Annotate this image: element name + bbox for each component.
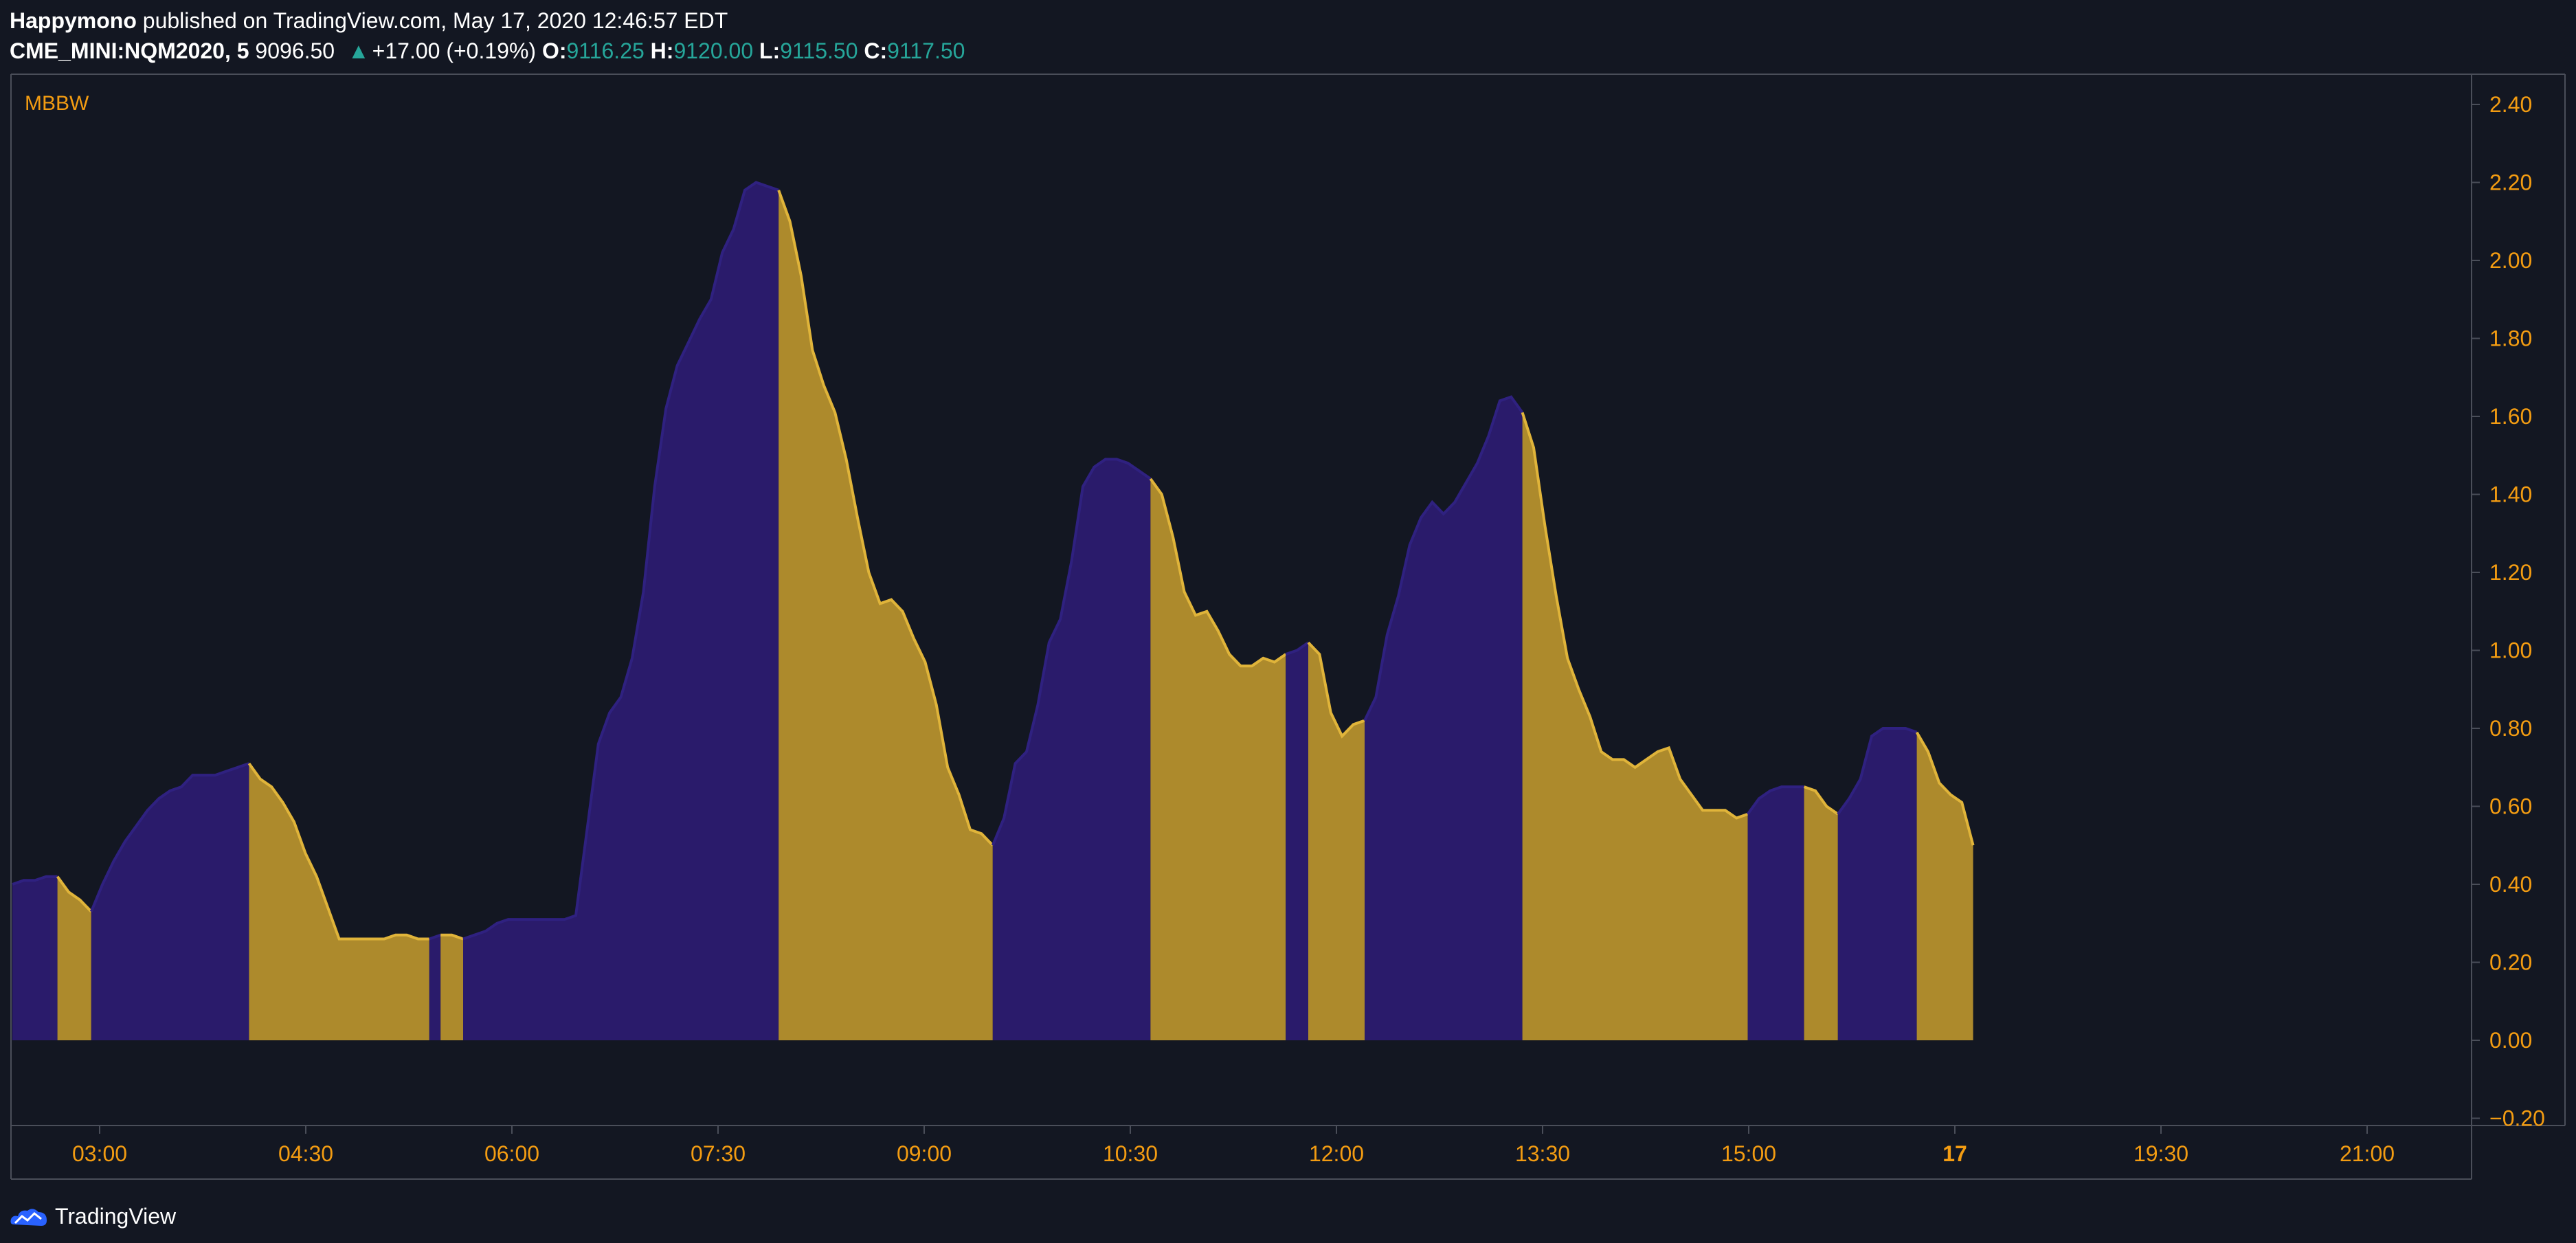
x-tick-label: 07:30: [691, 1141, 746, 1166]
y-tick-label: 0.80: [2489, 716, 2532, 741]
falling-line-segment-7: [777, 190, 994, 847]
y-tick-label: 0.40: [2489, 872, 2532, 897]
rising-line-segment-12: [1363, 395, 1524, 721]
y-tick-label: 2.40: [2489, 92, 2532, 117]
low-label: L:: [759, 38, 781, 63]
x-tick-label: 09:00: [897, 1141, 952, 1166]
indicator-label: MBBW: [25, 92, 89, 115]
x-tick-label: 03:00: [72, 1141, 127, 1166]
falling-line-segment-11: [1307, 641, 1365, 739]
y-tick-label: 0.20: [2489, 950, 2532, 975]
x-tick-label: 19:30: [2133, 1141, 2188, 1166]
tradingview-logo[interactable]: TradingView: [10, 1204, 176, 1229]
falling-area-segment-17: [1916, 732, 1973, 1040]
rising-area-segment-8: [992, 459, 1151, 1040]
rising-line-segment-16: [1837, 727, 1918, 815]
high-value: 9120.00: [673, 38, 754, 63]
rising-line-segment-10: [1285, 641, 1310, 656]
rising-area-segment-2: [91, 763, 249, 1040]
falling-line-segment-17: [1915, 731, 1975, 846]
x-tick-label: 06:00: [484, 1141, 539, 1166]
falling-area-segment-15: [1804, 787, 1838, 1040]
brand-text: TradingView: [55, 1204, 177, 1229]
falling-area-segment-9: [1150, 478, 1286, 1040]
y-tick-label: 1.40: [2489, 482, 2532, 507]
falling-line-segment-5: [440, 933, 464, 941]
rising-line-segment-4: [429, 933, 441, 941]
publish-line: Happymono published on TradingView.com, …: [10, 5, 965, 36]
falling-line-segment-15: [1803, 785, 1839, 816]
y-tick-label: 0.60: [2489, 794, 2532, 819]
x-tick-label: 04:30: [278, 1141, 333, 1166]
rising-line-segment-6: [462, 181, 779, 941]
falling-area-segment-5: [440, 934, 463, 1040]
falling-line-segment-13: [1521, 412, 1749, 820]
published-text: published on TradingView.com, May 17, 20…: [142, 8, 728, 33]
close-value: 9117.50: [887, 38, 965, 63]
x-tick-label: 12:00: [1309, 1141, 1364, 1166]
falling-area-segment-1: [57, 876, 91, 1040]
rising-line-segment-14: [1746, 785, 1804, 815]
rising-area-segment-12: [1365, 396, 1523, 1040]
rising-area-segment-4: [429, 934, 441, 1040]
rising-area-segment-16: [1837, 728, 1917, 1040]
open-label: O:: [541, 38, 567, 63]
falling-line-segment-1: [56, 875, 93, 913]
rising-area-segment-0: [12, 876, 58, 1040]
high-label: H:: [650, 38, 674, 63]
rising-line-segment-0: [12, 875, 58, 886]
rising-area-segment-6: [463, 182, 779, 1040]
y-tick-label: 1.60: [2489, 404, 2532, 429]
x-tick-label: 17: [1942, 1141, 1967, 1166]
x-tick-label: 13:30: [1515, 1141, 1570, 1166]
chart-header: Happymono published on TradingView.com, …: [10, 5, 965, 66]
rising-line-segment-2: [89, 762, 250, 912]
x-tick-label: 10:30: [1103, 1141, 1158, 1166]
falling-area-segment-3: [249, 763, 429, 1040]
rising-area-segment-14: [1747, 787, 1804, 1040]
falling-area-segment-11: [1308, 642, 1365, 1040]
author-name[interactable]: Happymono: [10, 8, 137, 33]
x-tick-label: 15:00: [1721, 1141, 1776, 1166]
falling-area-segment-7: [779, 190, 993, 1040]
falling-line-segment-9: [1149, 478, 1287, 668]
price-change: +17.00 (+0.19%): [372, 38, 537, 63]
y-tick-label: 2.20: [2489, 170, 2532, 195]
y-tick-label: 1.00: [2489, 638, 2532, 663]
low-value: 9115.50: [780, 38, 858, 63]
x-tick-label: 21:00: [2340, 1141, 2395, 1166]
y-tick-label: 1.20: [2489, 560, 2532, 585]
up-arrow-icon: ▲: [347, 38, 370, 63]
falling-line-segment-3: [247, 762, 429, 941]
y-tick-label: 2.00: [2489, 248, 2532, 273]
rising-area-segment-10: [1286, 642, 1308, 1040]
symbol-label[interactable]: CME_MINI:NQM2020, 5: [10, 38, 249, 63]
falling-area-segment-13: [1522, 412, 1748, 1040]
open-value: 9116.25: [566, 38, 645, 63]
y-tick-label: 0.00: [2489, 1028, 2532, 1053]
y-tick-label: −0.20: [2489, 1106, 2545, 1131]
last-price: 9096.50: [255, 38, 335, 63]
y-tick-label: 1.80: [2489, 326, 2532, 351]
rising-line-segment-8: [991, 458, 1152, 847]
close-label: C:: [864, 38, 888, 63]
symbol-line: CME_MINI:NQM2020, 5 9096.50 ▲ +17.00 (+0.…: [10, 36, 965, 66]
cloud-logo-icon: [10, 1208, 47, 1226]
